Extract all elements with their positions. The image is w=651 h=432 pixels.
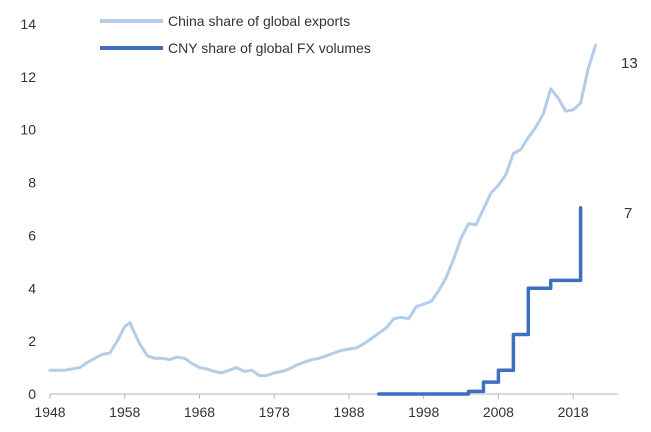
axes	[49, 393, 618, 399]
series-line-exports	[48, 43, 598, 377]
x-tick-label: 1968	[184, 404, 215, 420]
y-tick-label: 14	[20, 16, 36, 32]
y-tick-label: 10	[20, 122, 36, 138]
legend-label-fx: CNY share of global FX volumes	[168, 40, 371, 56]
end-label-exports: 13	[621, 55, 638, 72]
end-label-fx: 7	[624, 205, 632, 222]
y-tick-label: 8	[28, 175, 36, 191]
y-tick-label: 6	[28, 227, 36, 243]
x-tick-label: 1948	[34, 404, 65, 420]
x-tick-label: 1988	[333, 404, 364, 420]
y-tick-label: 4	[28, 280, 36, 296]
y-tick-label: 0	[28, 386, 36, 402]
series-line-fx	[377, 205, 583, 396]
legend-label-exports: China share of global exports	[168, 13, 350, 29]
x-tick-label: 1998	[408, 404, 439, 420]
x-tick-label: 1958	[109, 404, 140, 420]
tick-labels: 0 2 4 6 8 10 12 14 1948 1958 1968 1978 1988 1998 2008 2…	[20, 16, 589, 420]
series-lines	[48, 43, 598, 396]
legend: China share of global exports CNY share …	[100, 13, 371, 56]
x-tick-label: 1978	[259, 404, 290, 420]
x-tick-label: 2008	[483, 404, 514, 420]
y-tick-label: 2	[28, 333, 36, 349]
y-tick-label: 12	[20, 69, 36, 85]
x-tick-label: 2018	[558, 404, 589, 420]
